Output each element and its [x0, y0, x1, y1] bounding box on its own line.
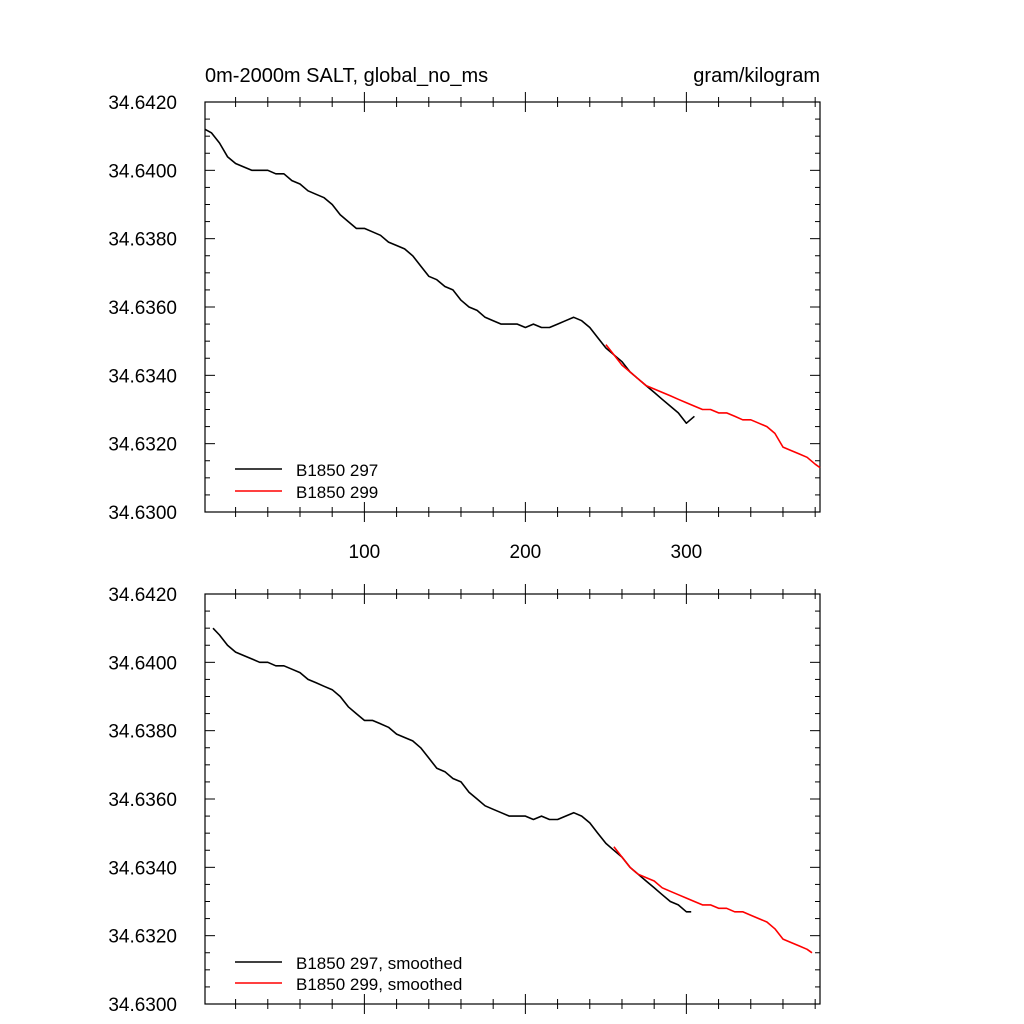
chart-panel-top: 0m-2000m SALT, global_no_ms gram/kilogra…: [108, 65, 821, 563]
series-group: [212, 627, 813, 954]
y-tick-label: 34.6300: [108, 995, 177, 1016]
series-line-1: [212, 627, 692, 913]
y-tick-label: 34.6340: [108, 858, 177, 879]
y-tick-label: 34.6400: [108, 161, 177, 182]
x-tick-label: 300: [671, 542, 703, 563]
y-tick-label: 34.6360: [108, 298, 177, 319]
y-tick-label: 34.6420: [108, 585, 177, 606]
legend-label-series-1: B1850 297: [296, 461, 378, 480]
y-tick-label: 34.6340: [108, 366, 177, 387]
series-line-2: [605, 344, 821, 469]
y-tick-label: 34.6380: [108, 722, 177, 743]
legend: B1850 297, smoothed B1850 299, smoothed: [235, 954, 462, 994]
x-axis-tick-labels: 100 200 300: [349, 542, 703, 563]
axis-ticks: [205, 92, 820, 522]
y-tick-label: 34.6400: [108, 653, 177, 674]
legend: B1850 297 B1850 299: [235, 461, 378, 502]
y-tick-label: 34.6300: [108, 503, 177, 524]
y-tick-label: 34.6380: [108, 230, 177, 251]
x-tick-label: 100: [349, 542, 381, 563]
y-axis-tick-labels: 34.6420 34.6400 34.6380 34.6360 34.6340 34.63…: [108, 585, 177, 1016]
chart-panel-bottom: 34.6420 34.6400 34.6380 34.6360 34.6340 34.63…: [108, 584, 821, 1016]
chart-title-right: gram/kilogram: [693, 65, 820, 87]
series-line-1: [204, 128, 695, 425]
legend-label-series-1: B1850 297, smoothed: [296, 954, 462, 973]
x-tick-label: 200: [510, 542, 542, 563]
chart-title-left: 0m-2000m SALT, global_no_ms: [205, 65, 488, 87]
y-tick-label: 34.6320: [108, 435, 177, 456]
series-group: [204, 128, 821, 469]
legend-label-series-2: B1850 299: [296, 483, 378, 502]
series-line-2: [613, 846, 813, 954]
y-axis-tick-labels: 34.6420 34.6400 34.6380 34.6360 34.6340 34.63…: [108, 93, 177, 524]
y-tick-label: 34.6420: [108, 93, 177, 114]
y-tick-label: 34.6320: [108, 927, 177, 948]
plot-frame: [204, 101, 821, 513]
axis-ticks: [205, 584, 820, 1014]
plot-frame: [204, 593, 821, 1005]
legend-label-series-2: B1850 299, smoothed: [296, 975, 462, 994]
y-tick-label: 34.6360: [108, 790, 177, 811]
